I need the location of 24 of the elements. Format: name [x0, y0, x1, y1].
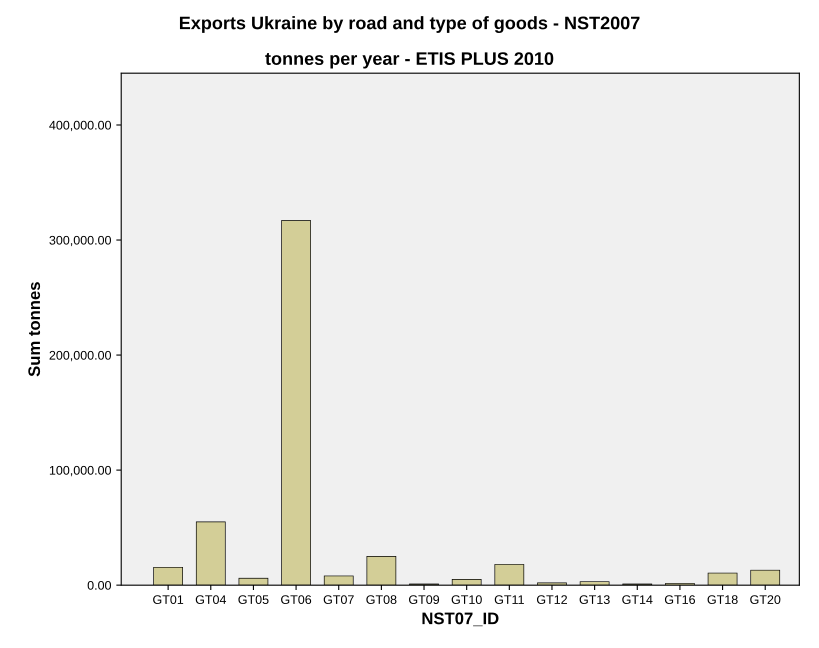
x-tick-label: GT01 [153, 595, 184, 604]
x-tick-label: GT20 [750, 595, 780, 604]
y-tick-label: 100,000.00 [50, 466, 112, 476]
y-tick-label: 200,000.00 [50, 350, 112, 362]
x-tick-label: GT05 [238, 595, 269, 604]
chart-subtitle: tonnes per year - ETIS PLUS 2010 [265, 52, 554, 69]
y-tick-label: 300,000.00 [49, 236, 112, 246]
x-tick-label: GT08 [366, 595, 396, 604]
x-tick-label: GT09 [409, 595, 440, 604]
x-tick-label: GT13 [580, 595, 610, 604]
x-tick-label: GT06 [281, 595, 312, 604]
x-axis-title: NST07_ID [422, 612, 498, 626]
x-tick-label: GT07 [324, 595, 354, 604]
x-tick-label: GT04 [196, 595, 226, 604]
x-tick-label: GT10 [452, 595, 482, 604]
x-tick-label: GT18 [708, 595, 738, 604]
x-tick-label: GT12 [536, 595, 567, 604]
y-tick-label: 400,000.00 [49, 120, 112, 132]
x-tick-label: GT11 [494, 595, 524, 604]
chart-title: Exports Ukraine by road and type of goods - NST2007 [180, 16, 640, 33]
x-tick-label: GT14 [622, 595, 653, 604]
x-tick-label: GT16 [664, 595, 696, 604]
y-axis-title: Sum tonnes [28, 282, 40, 376]
y-tick-label: 0.00 [88, 580, 112, 590]
